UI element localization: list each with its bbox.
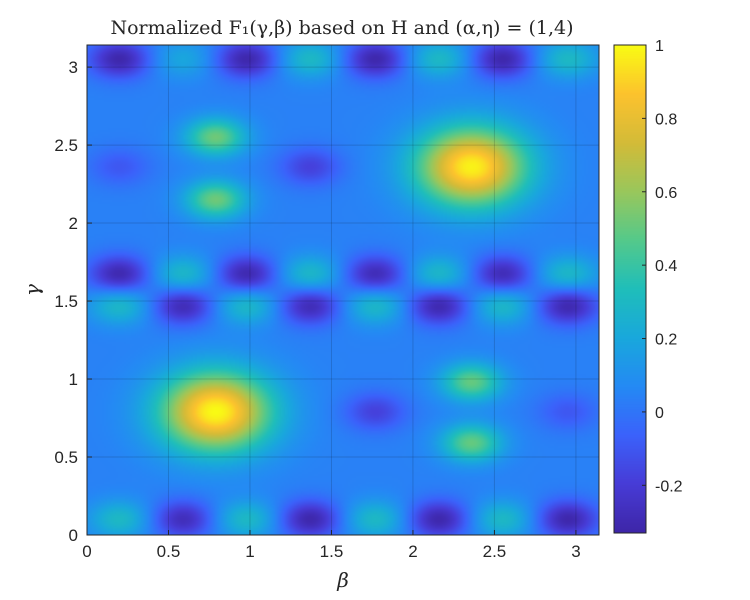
plot-frame: [86, 44, 600, 536]
colorbar-tick-label: 0.8: [655, 111, 677, 128]
colorbar-tick-label: 1: [655, 38, 664, 55]
colorbar-tick-label: 0: [655, 405, 664, 422]
y-tick-label: 1: [69, 370, 78, 389]
x-tick-label: 2: [408, 542, 417, 561]
colorbar-gradient: [614, 45, 646, 533]
y-tick-label: 1.5: [54, 292, 78, 311]
heatmap-image: [87, 45, 599, 535]
x-tick-label: 2.5: [483, 542, 507, 561]
x-tick-label: 1.5: [320, 542, 344, 561]
colorbar-ticks: -0.2 0 0.2 0.4 0.6 0.8 1: [642, 38, 683, 495]
y-tick-label: 0: [69, 526, 78, 545]
y-tick-label: 2: [69, 214, 78, 233]
y-tick-label: 3: [69, 58, 78, 77]
x-tick-label: 1: [245, 542, 254, 561]
colorbar-tick-label: 0.6: [655, 185, 677, 202]
heatmap-plot-area: [86, 44, 600, 536]
colorbar: -0.2 0 0.2 0.4 0.6 0.8 1: [613, 38, 683, 534]
y-axis-label: γ: [20, 284, 44, 296]
colorbar-tick-label: 0.2: [655, 332, 677, 349]
grid-lines: [87, 45, 599, 535]
x-axis-label: β: [336, 568, 349, 592]
x-axis-ticks: 0 0.5 1 1.5 2 2.5 3: [82, 530, 581, 561]
chart-title: Normalized F₁(γ,β) based on H and (α,η) …: [110, 17, 573, 39]
y-tick-label: 0.5: [54, 448, 78, 467]
colorbar-tick-label: 0.4: [655, 258, 677, 275]
x-tick-label: 3: [571, 542, 580, 561]
x-tick-label: 0: [82, 542, 91, 561]
y-tick-label: 2.5: [54, 136, 78, 155]
x-tick-label: 0.5: [157, 542, 181, 561]
colorbar-frame: [613, 44, 647, 534]
y-axis-ticks: 0 0.5 1 1.5 2 2.5 3: [54, 58, 92, 545]
colorbar-tick-label: -0.2: [655, 478, 683, 495]
